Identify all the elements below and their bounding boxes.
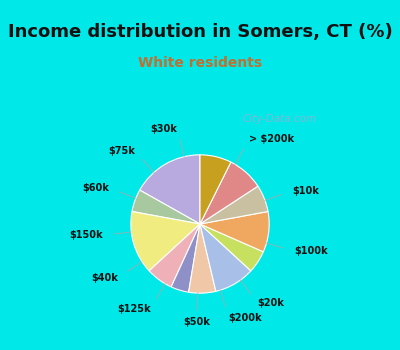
Text: $60k: $60k [82,183,109,193]
Text: $20k: $20k [258,298,284,308]
Wedge shape [200,155,231,224]
Text: $200k: $200k [229,313,262,323]
Wedge shape [140,155,200,224]
Wedge shape [132,190,200,224]
Wedge shape [200,211,269,252]
Wedge shape [149,224,200,287]
Text: > $200k: > $200k [250,134,294,145]
Text: $100k: $100k [294,246,328,256]
Text: City-Data.com: City-Data.com [243,114,317,124]
Wedge shape [200,224,263,271]
Text: $40k: $40k [91,273,118,282]
Text: $30k: $30k [151,124,178,134]
Wedge shape [131,211,200,271]
Wedge shape [171,224,200,292]
Wedge shape [200,186,268,224]
Text: $75k: $75k [108,146,135,156]
Wedge shape [189,224,216,293]
Wedge shape [200,162,258,224]
Text: $10k: $10k [292,186,319,196]
Text: $50k: $50k [183,317,210,327]
Text: $150k: $150k [69,230,103,240]
Text: Income distribution in Somers, CT (%): Income distribution in Somers, CT (%) [8,22,392,41]
Text: $125k: $125k [117,303,150,314]
Wedge shape [200,224,251,291]
Text: White residents: White residents [138,56,262,70]
